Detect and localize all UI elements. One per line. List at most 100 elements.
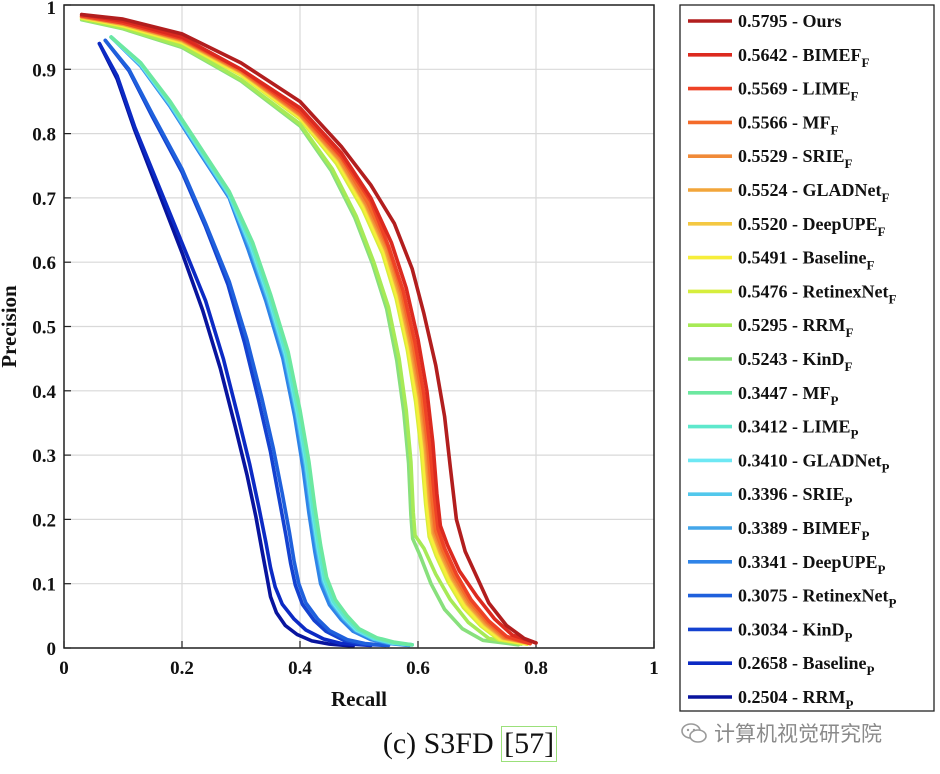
legend-label-subscript: P xyxy=(845,697,853,712)
legend-label-subscript: P xyxy=(888,596,896,611)
legend-label-text: 0.5520 - DeepUPE xyxy=(738,214,877,234)
caption-citation[interactable]: [57] xyxy=(501,726,558,762)
legend-label-text: 0.5569 - LIME xyxy=(738,79,851,99)
legend-label: 0.5491 - BaselineF xyxy=(738,248,875,273)
x-tick-labels: 0 0.2 0.4 0.6 0.8 1 xyxy=(59,658,659,679)
x-tick-label: 0.8 xyxy=(524,658,548,679)
series-line-10 xyxy=(79,17,524,646)
legend-label-subscript: F xyxy=(888,291,896,306)
wechat-icon xyxy=(681,723,707,743)
curves xyxy=(79,12,538,648)
legend-label-text: 0.3341 - DeepUPE xyxy=(738,552,877,572)
legend-label-text: 0.5566 - MF xyxy=(738,112,830,132)
legend-label: 0.5566 - MFF xyxy=(738,112,838,137)
legend-label: 0.5520 - DeepUPEF xyxy=(738,214,885,239)
legend-label-text: 0.5476 - RetinexNet xyxy=(738,281,888,301)
watermark-text: 计算机视觉研究院 xyxy=(714,722,882,746)
legend-label-subscript: P xyxy=(830,393,838,408)
legend-label-subscript: P xyxy=(877,562,885,577)
legend-label-subscript: F xyxy=(877,224,885,239)
figure-caption: (c) S3FD [57] xyxy=(0,726,940,762)
legend-label: 0.3034 - KinDP xyxy=(738,619,853,644)
legend-label: 0.3341 - DeepUPEP xyxy=(738,552,885,577)
y-tick-label: 0.6 xyxy=(32,253,56,274)
legend-label-subscript: P xyxy=(845,494,853,509)
legend-label-text: 0.3075 - RetinexNet xyxy=(738,586,888,606)
legend-label-text: 0.3412 - LIME xyxy=(738,417,851,437)
legend-label: 0.3396 - SRIEP xyxy=(738,484,853,509)
legend-label: 0.5524 - GLADNetF xyxy=(738,180,889,205)
series-line-21 xyxy=(97,41,355,648)
legend-label-subscript: F xyxy=(845,359,853,374)
legend-label: 0.3410 - GLADNetP xyxy=(738,450,889,475)
legend-label: 0.5295 - RRMF xyxy=(738,315,853,340)
legend-label-subscript: F xyxy=(862,55,870,70)
y-tick-label: 1 xyxy=(47,0,57,19)
y-tick-label: 0.8 xyxy=(32,125,56,146)
legend-label: 0.5476 - RetinexNetF xyxy=(738,281,896,306)
legend-label-text: 0.5795 - Ours xyxy=(738,11,842,31)
watermark: 计算机视觉研究院 xyxy=(680,718,882,748)
x-tick-label: 1 xyxy=(649,658,659,679)
legend-label: 0.5529 - SRIEF xyxy=(738,146,853,171)
legend-label-text: 0.3389 - BIMEF xyxy=(738,518,862,538)
legend-label: 0.2504 - RRMP xyxy=(738,687,853,712)
y-tick-label: 0.1 xyxy=(32,575,56,596)
legend-label-subscript: P xyxy=(881,460,889,475)
legend-label-subscript: P xyxy=(851,427,859,442)
axes-box xyxy=(63,4,655,649)
legend-label-subscript: F xyxy=(867,258,875,273)
y-tick-label: 0.7 xyxy=(32,189,56,210)
legend-label: 0.3412 - LIMEP xyxy=(738,417,859,442)
legend-label-text: 0.5243 - KinD xyxy=(738,349,845,369)
y-tick-labels: 0 0.1 0.2 0.3 0.4 0.5 0.6 0.7 0.8 0.9 1 xyxy=(32,0,56,660)
legend-label-subscript: F xyxy=(851,89,859,104)
legend-label: 0.3447 - MFP xyxy=(738,383,838,408)
x-tick-label: 0 xyxy=(59,658,69,679)
series-line-18 xyxy=(103,38,391,648)
legend-label-text: 0.5529 - SRIE xyxy=(738,146,845,166)
legend-label-subscript: P xyxy=(867,663,875,678)
legend-label-text: 0.5491 - Baseline xyxy=(738,248,867,268)
legend-label-text: 0.3034 - KinD xyxy=(738,619,845,639)
x-tick-label: 0.6 xyxy=(406,658,430,679)
legend-label: 0.5243 - KinDF xyxy=(738,349,853,374)
series-line-20 xyxy=(97,41,373,648)
x-axis-label: Recall xyxy=(331,687,387,711)
legend-label-subscript: P xyxy=(862,528,870,543)
legend-label-subscript: F xyxy=(845,325,853,340)
x-tick-label: 0.4 xyxy=(288,658,312,679)
caption-text: (c) S3FD xyxy=(382,727,502,760)
legend-label-text: 0.2504 - RRM xyxy=(738,687,845,707)
legend-label-subscript: F xyxy=(845,156,853,171)
legend-label-text: 0.5642 - BIMEF xyxy=(738,45,862,65)
y-tick-label: 0.2 xyxy=(32,510,56,531)
legend-label-subscript: F xyxy=(881,190,889,205)
legend-label: 0.5642 - BIMEFF xyxy=(738,45,870,70)
y-tick-label: 0.4 xyxy=(32,382,56,403)
legend-label: 0.2658 - BaselineP xyxy=(738,653,875,678)
series-line-2 xyxy=(79,12,538,645)
y-tick-label: 0.9 xyxy=(32,60,56,81)
y-tick-label: 0 xyxy=(47,639,57,660)
legend-label: 0.5569 - LIMEF xyxy=(738,79,859,104)
legend-label-text: 0.5295 - RRM xyxy=(738,315,845,335)
x-tick-label: 0.2 xyxy=(170,658,194,679)
y-tick-label: 0.3 xyxy=(32,446,56,467)
legend-label: 0.5795 - Ours xyxy=(738,11,842,31)
y-axis-label: Precision xyxy=(0,285,21,368)
legend-label: 0.3075 - RetinexNetP xyxy=(738,586,896,611)
pr-chart: 0 0.2 0.4 0.6 0.8 1 0 0.1 0.2 0.3 0.4 0.5 0.6 0.7 0.8… xyxy=(0,0,935,712)
legend-label-text: 0.3396 - SRIE xyxy=(738,484,845,504)
legend-label-text: 0.3447 - MF xyxy=(738,383,830,403)
series-line-12 xyxy=(109,35,414,647)
y-tick-label: 0.5 xyxy=(32,318,56,339)
legend-label: 0.3389 - BIMEFP xyxy=(738,518,870,543)
legend-label-text: 0.2658 - Baseline xyxy=(738,653,867,673)
legend-label-subscript: F xyxy=(830,122,838,137)
legend-label-text: 0.5524 - GLADNet xyxy=(738,180,881,200)
legend-label-text: 0.3410 - GLADNet xyxy=(738,450,881,470)
series-line-1 xyxy=(79,12,538,645)
legend-label-subscript: P xyxy=(845,629,853,644)
